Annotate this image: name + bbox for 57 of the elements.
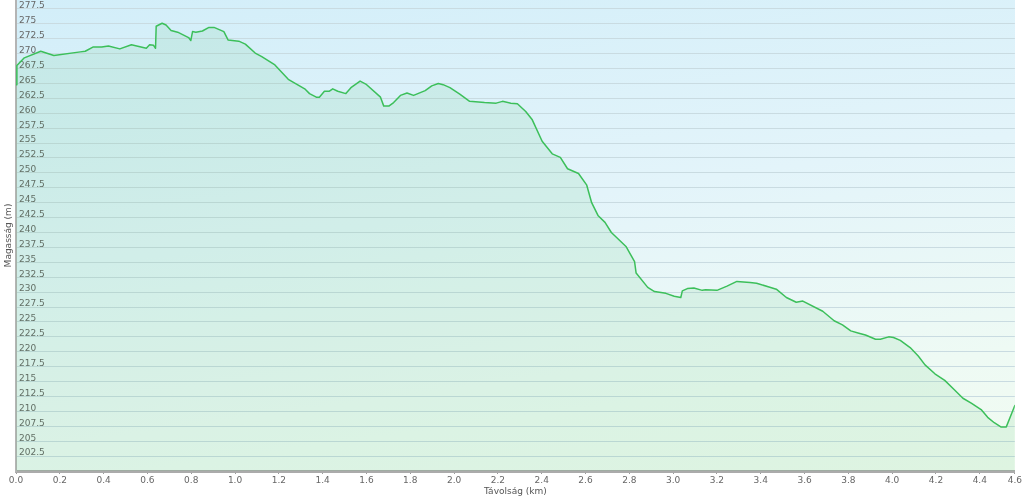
y-tick-label: 202.5: [19, 447, 45, 458]
x-tick-label: 2.2: [490, 474, 506, 485]
x-tick-label: 3.6: [797, 474, 812, 485]
y-tick-label: 210: [19, 402, 37, 413]
y-tick-label: 247.5: [19, 179, 45, 190]
y-tick-label: 272.5: [19, 30, 45, 41]
y-tick-label: 262.5: [19, 89, 45, 100]
x-tick-label: 0.0: [8, 474, 24, 485]
y-tick-label: 230: [19, 283, 37, 294]
x-tick-label: 2.0: [446, 474, 462, 485]
x-tick-label: 1.6: [359, 474, 374, 485]
x-tick-label: 2.4: [534, 474, 550, 485]
x-tick-label: 1.4: [315, 474, 331, 485]
y-tick-label: 225: [19, 313, 37, 324]
x-tick-label: 0.4: [96, 474, 112, 485]
x-axis-title: Távolság (km): [483, 485, 547, 496]
y-tick-label: 235: [19, 253, 37, 264]
y-tick-label: 205: [19, 432, 37, 443]
y-tick-label: 227.5: [19, 298, 45, 309]
x-tick-label: 4.4: [972, 474, 988, 485]
x-tick-label: 1.2: [271, 474, 287, 485]
y-tick-label: 217.5: [19, 358, 45, 369]
y-tick-label: 240: [19, 223, 37, 234]
y-tick-label: 260: [19, 104, 37, 115]
x-tick-label: 4.2: [928, 474, 944, 485]
x-tick-label: 1.0: [227, 474, 243, 485]
y-tick-label: 265: [19, 74, 37, 85]
x-tick-label: 4.6: [1007, 474, 1023, 485]
y-tick-label: 277.5: [19, 0, 45, 11]
y-tick-label: 207.5: [19, 417, 45, 428]
y-tick-label: 242.5: [19, 208, 45, 219]
y-tick-label: 215: [19, 372, 37, 383]
y-tick-label: 212.5: [19, 387, 45, 398]
y-tick-label: 250: [19, 164, 37, 175]
y-tick-label: 237.5: [19, 238, 45, 249]
x-tick-label: 3.0: [665, 474, 681, 485]
x-tick-label: 3.4: [753, 474, 769, 485]
x-tick-label: 2.8: [622, 474, 637, 485]
y-axis-title: Magasság (m): [2, 203, 13, 268]
x-tick-label: 0.2: [52, 474, 67, 485]
x-tick-label: 1.8: [403, 474, 418, 485]
y-tick-label: 220: [19, 343, 37, 354]
x-tick-label: 3.8: [841, 474, 856, 485]
y-tick-label: 232.5: [19, 268, 45, 279]
y-tick-label: 257.5: [19, 119, 45, 130]
y-tick-label: 245: [19, 194, 37, 205]
x-tick-label: 3.2: [709, 474, 725, 485]
y-tick-label: 270: [19, 45, 37, 55]
y-tick-label: 267.5: [19, 59, 45, 70]
y-tick-label: 222.5: [19, 328, 45, 339]
x-tick-label: 4.0: [885, 474, 900, 485]
x-tick-label: 2.6: [578, 474, 593, 485]
y-tick-label: 255: [19, 134, 37, 145]
y-tick-label: 252.5: [19, 149, 45, 160]
x-tick-label: 0.8: [184, 474, 199, 485]
y-tick-label: 275: [19, 15, 37, 26]
x-tick-label: 0.6: [140, 474, 155, 485]
